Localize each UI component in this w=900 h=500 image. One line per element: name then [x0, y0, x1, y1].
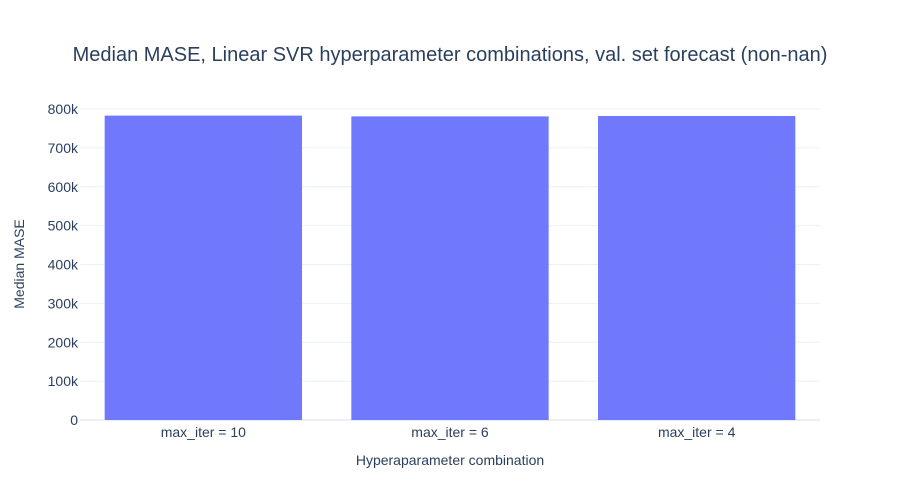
x-tick-label: max_iter = 4 [658, 424, 736, 440]
bar[interactable] [104, 115, 303, 420]
x-axis-title: Hyperaparameter combination [356, 452, 544, 468]
chart-title: Median MASE, Linear SVR hyperparameter c… [72, 44, 828, 66]
bar[interactable] [598, 115, 796, 420]
bar-layer [104, 115, 796, 420]
y-axis-title: Median MASE [11, 219, 27, 308]
bar[interactable] [351, 116, 549, 420]
y-tick-label: 700k [48, 140, 79, 156]
y-tick-label: 800k [48, 101, 79, 117]
axis-layer: 0 100k 200k 300k 400k 500k 600k 700k 800k max_ite… [48, 101, 736, 440]
y-tick-label: 500k [48, 218, 79, 234]
y-tick-label: 600k [48, 179, 79, 195]
x-tick-label: max_iter = 10 [161, 424, 246, 440]
y-tick-label: 200k [48, 334, 79, 350]
y-tick-label: 400k [48, 257, 79, 273]
y-tick-label: 0 [70, 412, 78, 428]
y-tick-label: 100k [48, 373, 79, 389]
y-tick-label: 300k [48, 295, 79, 311]
x-tick-label: max_iter = 6 [411, 424, 489, 440]
